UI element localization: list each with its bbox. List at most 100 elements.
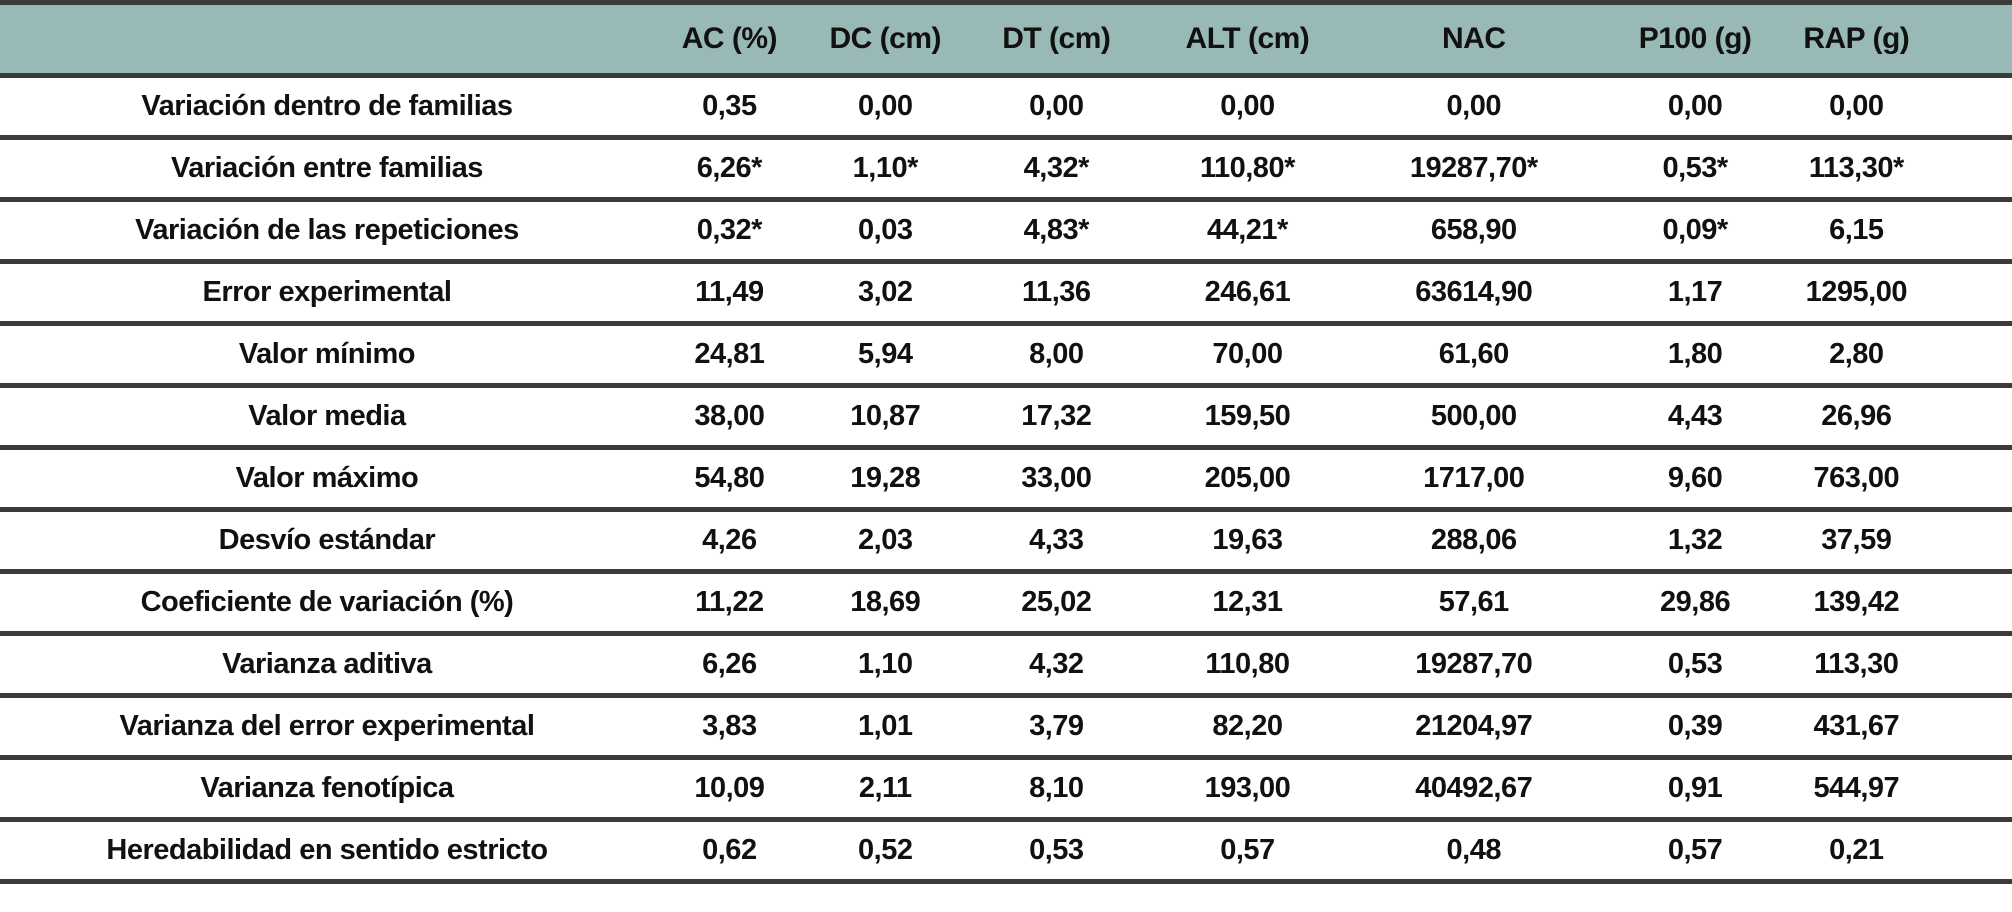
value-cell: 37,59 — [1821, 524, 1892, 556]
value-cell: 6,26 — [702, 648, 757, 680]
table-row: Error experimental 11,49 3,02 11,36 246,61 63… — [0, 262, 2012, 324]
value-cell: 0,53 — [1029, 834, 1084, 866]
header-cell: AC (%) — [653, 2, 805, 76]
row-label-cell: Valor mínimo — [238, 338, 416, 370]
value-cell: 4,33 — [1029, 524, 1084, 556]
value-cell: 25,02 — [1021, 586, 1092, 618]
value-cell: 40492,67 — [1415, 772, 1533, 804]
table-row: Varianza fenotípica 10,09 2,11 8,10 193,00 40… — [0, 758, 2012, 820]
table-row: Heredabilidad en sentido estricto 0,62 0,5… — [0, 820, 2012, 882]
value-cell: 8,10 — [1029, 772, 1084, 804]
value-cell: 0,57 — [1220, 834, 1275, 866]
row-label-cell: Variación entre familias — [170, 152, 483, 184]
value-cell: 11,49 — [695, 276, 764, 308]
value-cell: 658,90 — [1430, 214, 1517, 246]
value-cell: 4,43 — [1667, 400, 1723, 432]
value-cell: 21204,97 — [1415, 710, 1533, 742]
value-cell: 19,63 — [1212, 524, 1283, 556]
value-cell: 0,00 — [1829, 90, 1884, 122]
value-cell: 4,26 — [702, 524, 757, 556]
value-cell: 19287,70* — [1409, 152, 1538, 184]
value-cell: 33,00 — [1021, 462, 1092, 494]
value-cell: 159,50 — [1204, 400, 1291, 432]
row-label-cell: Coeficiente de variación (%) — [140, 586, 514, 618]
table-row: Valor mínimo 24,81 5,94 8,00 70,00 61,60 1,80 2… — [0, 324, 2012, 386]
header-cell: NAC — [1348, 2, 1600, 76]
row-label-cell: Error experimental — [202, 276, 452, 308]
table-row: Variación de las repeticiones 0,32* 0,03 4,… — [0, 200, 2012, 262]
value-cell: 26,96 — [1821, 400, 1892, 432]
table-row: Variación entre familias 6,26* 1,10* 4,32* 1… — [0, 138, 2012, 200]
value-cell: 0,57 — [1667, 834, 1723, 866]
value-cell: 1,10 — [858, 648, 913, 680]
value-cell: 11,36 — [1022, 276, 1091, 308]
value-cell: 44,21* — [1206, 214, 1288, 246]
value-cell: 1,80 — [1667, 338, 1723, 370]
value-cell: 19,28 — [850, 462, 921, 494]
value-cell: 500,00 — [1430, 400, 1517, 432]
value-cell: 110,80* — [1199, 152, 1295, 184]
value-cell: 0,00 — [1029, 90, 1084, 122]
value-cell: 5,94 — [858, 338, 913, 370]
value-cell: 12,31 — [1212, 586, 1283, 618]
value-cell: 0,39 — [1667, 710, 1723, 742]
value-cell: 63614,90 — [1415, 276, 1533, 308]
value-cell: 0,21 — [1829, 834, 1884, 866]
value-cell: 0,52 — [858, 834, 913, 866]
value-cell: 17,32 — [1021, 400, 1092, 432]
row-label-cell: Varianza del error experimental — [119, 710, 535, 742]
row-label-cell: Varianza fenotípica — [200, 772, 454, 804]
value-cell: 6,26* — [696, 152, 763, 184]
value-cell: 1717,00 — [1423, 462, 1525, 494]
value-cell: 2,03 — [858, 524, 913, 556]
value-cell: 57,61 — [1438, 586, 1510, 618]
value-cell: 0,32* — [696, 214, 763, 246]
value-cell: 24,81 — [694, 338, 765, 370]
value-cell: 0,00 — [1667, 90, 1723, 122]
value-cell: 8,00 — [1029, 338, 1084, 370]
value-cell: 3,83 — [702, 710, 757, 742]
value-cell: 1,01 — [858, 710, 913, 742]
value-cell: 0,03 — [858, 214, 913, 246]
header-cell: RAP (g) — [1790, 2, 2012, 76]
value-cell: 10,09 — [694, 772, 765, 804]
header-cell: DT (cm) — [965, 2, 1147, 76]
value-cell: 10,87 — [850, 400, 921, 432]
row-label-cell: Desvío estándar — [218, 524, 436, 556]
value-cell: 1295,00 — [1805, 276, 1908, 308]
value-cell: 4,32 — [1029, 648, 1084, 680]
row-label-cell: Valor media — [248, 400, 406, 432]
value-cell: 6,15 — [1829, 214, 1884, 246]
value-cell: 288,06 — [1430, 524, 1517, 556]
header-cell — [0, 2, 654, 76]
value-cell: 0,53* — [1662, 152, 1728, 184]
value-cell: 29,86 — [1660, 586, 1731, 618]
table-row: Coeficiente de variación (%) 11,22 18,69 25… — [0, 572, 2012, 634]
statistics-table: AC (%) DC (cm) DT (cm) ALT (cm) NAC P100 (g) R… — [0, 0, 2012, 884]
table-row: Varianza del error experimental 3,83 1,01 3… — [0, 696, 2012, 758]
value-cell: 205,00 — [1204, 462, 1291, 494]
row-label-cell: Variación de las repeticiones — [135, 214, 519, 246]
value-cell: 2,11 — [858, 772, 912, 804]
value-cell: 82,20 — [1212, 710, 1283, 742]
value-cell: 61,60 — [1438, 338, 1510, 370]
value-cell: 0,53 — [1667, 648, 1723, 680]
header-row: AC (%) DC (cm) DT (cm) ALT (cm) NAC P100 (g) R… — [0, 2, 2012, 76]
value-cell: 0,00 — [1220, 90, 1275, 122]
value-cell: 246,61 — [1204, 276, 1291, 308]
value-cell: 3,02 — [858, 276, 913, 308]
value-cell: 0,09* — [1662, 214, 1728, 246]
table-row: Valor máximo 54,80 19,28 33,00 205,00 1717,00… — [0, 448, 2012, 510]
value-cell: 0,91 — [1667, 772, 1723, 804]
header-cell: ALT (cm) — [1146, 2, 1349, 76]
value-cell: 4,83* — [1023, 214, 1090, 246]
value-cell: 544,97 — [1813, 772, 1900, 804]
value-cell: 2,80 — [1829, 338, 1884, 370]
value-cell: 18,69 — [850, 586, 921, 618]
value-cell: 763,00 — [1813, 462, 1900, 494]
value-cell: 0,35 — [702, 90, 757, 122]
value-cell: 139,42 — [1813, 586, 1900, 618]
value-cell: 11,22 — [695, 586, 764, 618]
row-label-cell: Heredabilidad en sentido estricto — [106, 834, 548, 866]
